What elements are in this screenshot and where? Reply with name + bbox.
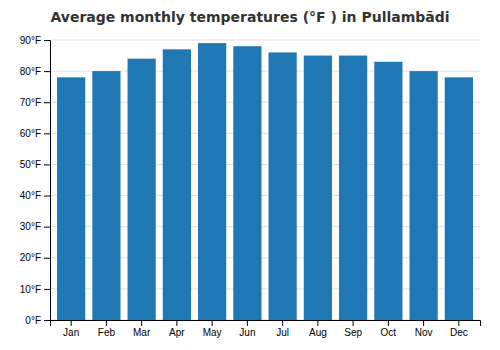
tick-label: Feb	[98, 327, 116, 338]
tick: Jul	[276, 320, 289, 338]
bars	[57, 43, 473, 320]
tick-mark	[44, 227, 50, 228]
tick-mark	[106, 320, 107, 326]
bar	[163, 49, 191, 320]
tick: 20°F	[20, 252, 50, 263]
tick: Dec	[450, 320, 468, 338]
tick-label: 20°F	[20, 252, 41, 263]
tick-label: Jun	[239, 327, 255, 338]
tick: Feb	[98, 320, 116, 338]
bar	[410, 71, 438, 320]
tick-label: 0°F	[25, 315, 41, 326]
bar	[339, 56, 367, 320]
tick: Jun	[239, 320, 255, 338]
tick-mark	[458, 320, 459, 326]
tick-mark	[44, 258, 50, 259]
x-axis: Jan Feb Mar Apr May Jun Jul Aug Sep Oct Nov Dec	[51, 320, 481, 338]
bar	[92, 71, 120, 320]
bar	[233, 46, 261, 320]
tick-label: 50°F	[20, 159, 41, 170]
tick-label: 30°F	[20, 221, 41, 232]
tick-mark	[44, 133, 50, 134]
bar	[198, 43, 226, 320]
tick-mark	[44, 289, 50, 290]
axis-line	[44, 41, 51, 321]
plot: 0°F 10°F 20°F 30°F 40°F 50°F 60°F 70°F 80°F 90°F J…	[20, 35, 481, 338]
bar	[374, 62, 402, 320]
grid	[50, 40, 480, 320]
tick: 90°F	[20, 35, 50, 46]
tick: 70°F	[20, 97, 50, 108]
tick-mark	[176, 320, 177, 326]
tick-label: Oct	[381, 327, 397, 338]
tick-label: Nov	[415, 327, 433, 338]
tick: 0°F	[25, 315, 50, 326]
tick-label: 40°F	[20, 190, 41, 201]
tick-label: Sep	[344, 327, 362, 338]
tick-label: 10°F	[20, 284, 41, 295]
tick: 50°F	[20, 159, 50, 170]
tick-mark	[212, 320, 213, 326]
bar	[128, 59, 156, 320]
tick-mark	[71, 320, 72, 326]
tick-label: 80°F	[20, 66, 41, 77]
tick: 10°F	[20, 284, 50, 295]
tick-mark	[317, 320, 318, 326]
tick-mark	[388, 320, 389, 326]
tick-label: Aug	[309, 327, 327, 338]
tick-mark	[44, 320, 50, 321]
tick: Apr	[169, 320, 185, 338]
tick-label: 90°F	[20, 35, 41, 46]
tick-label: Mar	[133, 327, 151, 338]
tick-label: Jul	[276, 327, 289, 338]
tick-mark	[423, 320, 424, 326]
tick-mark	[44, 196, 50, 197]
tick-mark	[44, 40, 50, 41]
bar	[304, 56, 332, 320]
tick: 40°F	[20, 190, 50, 201]
axis-line	[51, 321, 481, 327]
tick-mark	[282, 320, 283, 326]
chart: 0°F 10°F 20°F 30°F 40°F 50°F 60°F 70°F 80°F 90°F J…	[0, 0, 500, 350]
tick-mark	[353, 320, 354, 326]
tick: 30°F	[20, 221, 50, 232]
tick: May	[203, 320, 222, 338]
bar	[445, 77, 473, 320]
tick-mark	[44, 71, 50, 72]
tick: Jan	[63, 320, 79, 338]
tick: Oct	[381, 320, 397, 338]
tick-mark	[247, 320, 248, 326]
tick: 60°F	[20, 128, 50, 139]
grid-line	[50, 40, 480, 41]
tick-label: 70°F	[20, 97, 41, 108]
tick-label: Dec	[450, 327, 468, 338]
tick-label: May	[203, 327, 222, 338]
bar	[57, 77, 85, 320]
tick-mark	[141, 320, 142, 326]
y-axis: 0°F 10°F 20°F 30°F 40°F 50°F 60°F 70°F 80°F 90°F	[20, 35, 51, 326]
tick: Aug	[309, 320, 327, 338]
tick-label: Jan	[63, 327, 79, 338]
tick: 80°F	[20, 66, 50, 77]
tick: Mar	[133, 320, 151, 338]
tick-mark	[44, 102, 50, 103]
tick-label: 60°F	[20, 128, 41, 139]
tick-mark	[44, 164, 50, 165]
title: Average monthly temperatures (°F ) in Pu…	[50, 9, 449, 25]
tick: Sep	[344, 320, 362, 338]
tick-label: Apr	[169, 327, 185, 338]
bar	[269, 52, 297, 320]
tick: Nov	[415, 320, 433, 338]
